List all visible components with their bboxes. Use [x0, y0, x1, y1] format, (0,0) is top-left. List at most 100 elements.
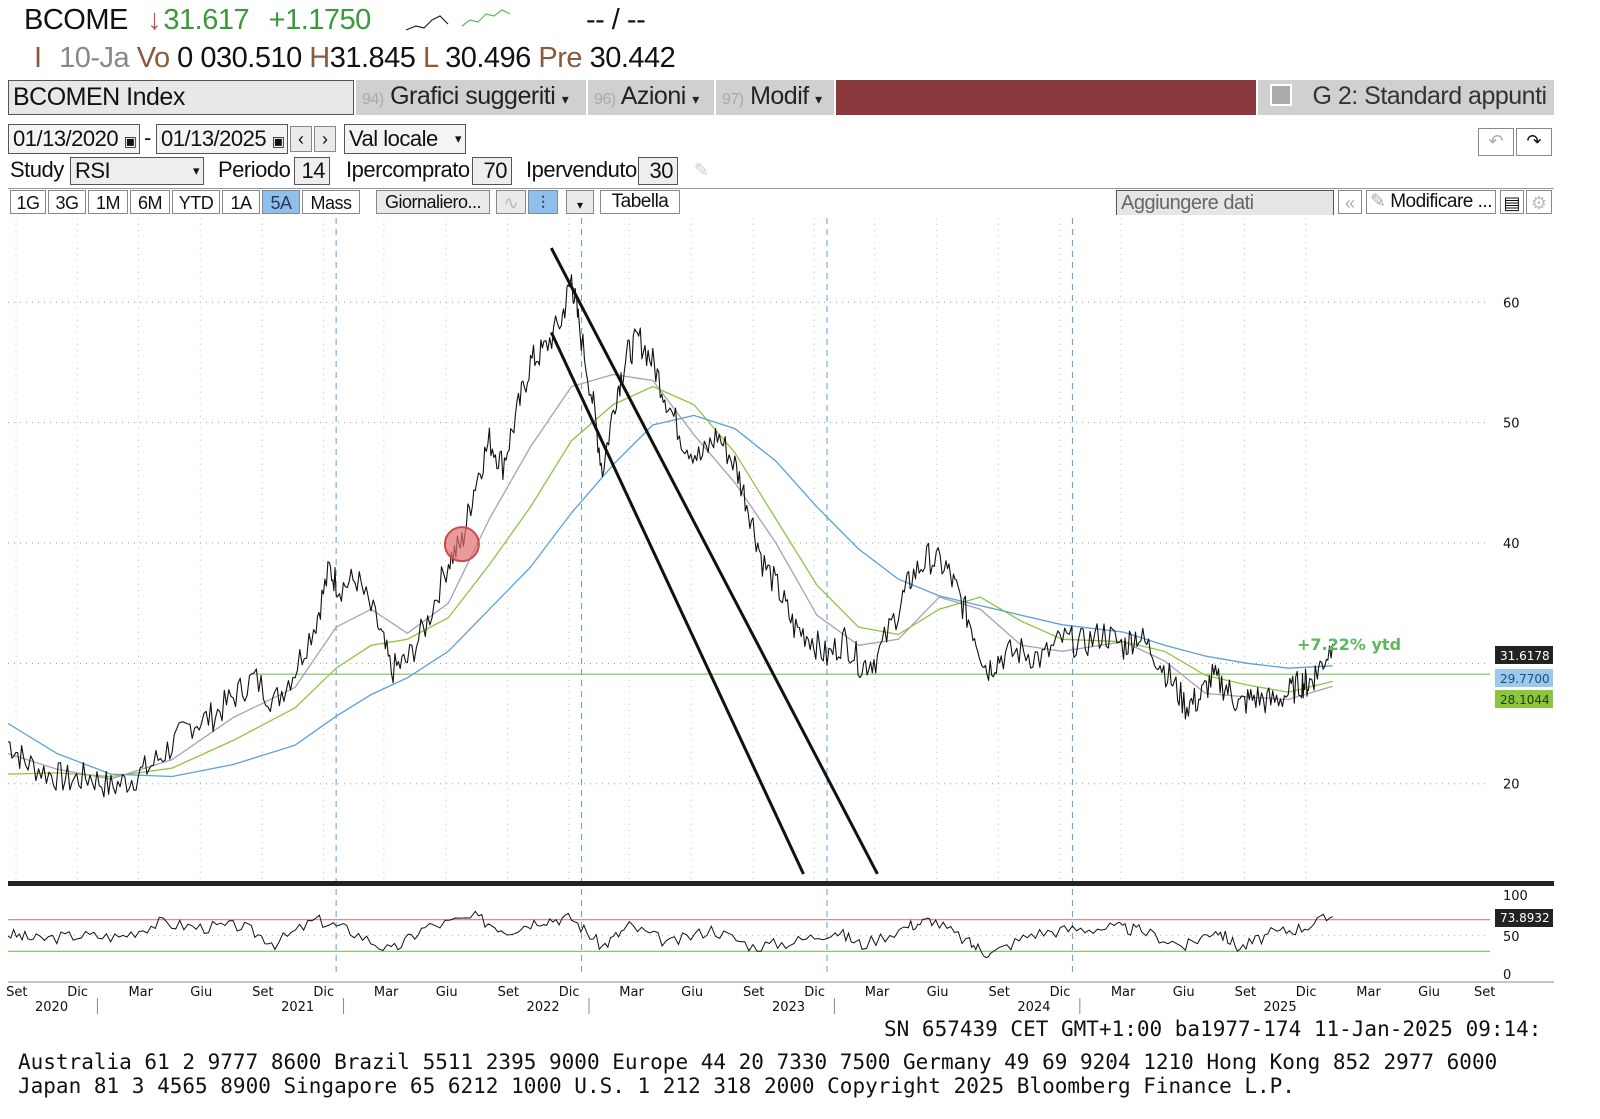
- low-label: L: [422, 42, 438, 74]
- ipercomprato-input[interactable]: 70: [472, 157, 512, 185]
- prev-period-button[interactable]: ‹: [290, 126, 312, 152]
- chart-options-icon: ▤: [1503, 193, 1521, 213]
- spark-text: -- / --: [585, 4, 646, 36]
- price-chart[interactable]: 20 40 50 60 +7.22% ytd 31.6178 29.7700 28.1044 1…: [0, 215, 1600, 1015]
- x-tick-label: Mar: [619, 985, 644, 1000]
- modificare-button[interactable]: ✎ Modificare ...: [1366, 190, 1496, 214]
- redo-button[interactable]: ↷: [1516, 128, 1552, 156]
- x-tick-label: Mar: [1356, 985, 1381, 1000]
- modificare-label: Modificare ...: [1390, 191, 1492, 212]
- grafici-menu[interactable]: 94) Grafici suggeriti ▾: [356, 80, 586, 115]
- x-tick-label: Dic: [313, 985, 334, 1000]
- chevron-right-icon: ›: [322, 129, 328, 149]
- standard-notes-button[interactable]: G 2: Standard appunti: [1258, 80, 1554, 115]
- last-value-tag: [1495, 646, 1553, 664]
- study-select[interactable]: RSI ▾: [70, 157, 204, 185]
- line-style-button[interactable]: ∿: [496, 190, 526, 214]
- add-data-input[interactable]: Aggiungere dati: [1116, 190, 1334, 216]
- x-tick-label: Set: [988, 985, 1009, 1000]
- bar-chart-icon: ⫶: [540, 193, 546, 213]
- chart-style-dropdown[interactable]: ▾: [566, 190, 594, 214]
- azioni-menu[interactable]: 96) Azioni ▾: [588, 80, 714, 115]
- trend-line: [549, 247, 879, 875]
- grafici-menu-number: 94): [362, 91, 384, 108]
- volume-label: Vo: [136, 42, 170, 74]
- ipervenduto-input[interactable]: 30: [638, 157, 678, 185]
- range-button-ytd[interactable]: YTD: [172, 190, 220, 214]
- x-tick-label: Set: [1235, 985, 1256, 1000]
- contact-line-2: Japan 81 3 4565 8900 Singapore 65 6212 1…: [18, 1074, 1295, 1098]
- low-value: 30.496: [445, 42, 531, 74]
- chevron-down-icon: ▾: [454, 131, 462, 146]
- periodo-input[interactable]: 14: [294, 157, 330, 185]
- x-year-label: 2025: [1264, 1000, 1297, 1015]
- ytd-annotation: +7.22% ytd: [1297, 635, 1401, 654]
- x-tick-label: Set: [1474, 985, 1495, 1000]
- range-button-mass[interactable]: Mass: [302, 190, 360, 214]
- range-button-6m[interactable]: 6M: [130, 190, 170, 214]
- highlight-marker: [443, 526, 480, 563]
- range-button-1m[interactable]: 1M: [88, 190, 128, 214]
- security-input[interactable]: BCOMEN Index: [8, 80, 354, 115]
- undo-button[interactable]: ↶: [1478, 128, 1514, 156]
- x-tick-label: Set: [743, 985, 764, 1000]
- date-to-value: 01/13/2025: [161, 126, 267, 151]
- rsi-tick-label: 0: [1503, 968, 1511, 983]
- range-button-1g[interactable]: 1G: [10, 190, 46, 214]
- chart-options-button[interactable]: ▤: [1500, 190, 1524, 214]
- x-tick-label: Giu: [1418, 985, 1440, 1000]
- bar-style-button[interactable]: ⫶: [528, 190, 558, 214]
- x-tick-label: Giu: [436, 985, 458, 1000]
- quote-line: BCOME ↓31.617 +1.1750 -- / --: [24, 4, 657, 37]
- security-input-value: BCOMEN Index: [13, 83, 185, 111]
- range-button-1a[interactable]: 1A: [222, 190, 260, 214]
- add-data-placeholder: Aggiungere dati: [1121, 192, 1254, 214]
- quote-date: 10-Ja: [59, 42, 130, 74]
- sparkline-icon: [406, 9, 511, 31]
- trend-line: [549, 331, 805, 875]
- last-value-tag-label: 28.1044: [1500, 693, 1550, 707]
- date-from-input[interactable]: 01/13/2020 ▣: [8, 124, 140, 154]
- x-tick-label: Mar: [128, 985, 153, 1000]
- ipervenduto-label: Ipervenduto: [526, 157, 637, 182]
- x-tick-label: Mar: [1111, 985, 1136, 1000]
- modif-menu-label: Modif: [750, 82, 809, 110]
- periodo-label: Periodo: [218, 157, 291, 182]
- series-price: [7, 274, 1334, 798]
- collapse-button[interactable]: «: [1338, 190, 1362, 214]
- azioni-menu-number: 96): [594, 91, 616, 108]
- rsi-tick-label: 50: [1503, 930, 1520, 945]
- tabella-button[interactable]: Tabella: [600, 190, 680, 214]
- volume-value: 0 0: [177, 42, 216, 74]
- date-to-input[interactable]: 01/13/2025 ▣: [156, 124, 288, 154]
- range-button-5a[interactable]: 5A: [262, 190, 300, 214]
- frequency-select[interactable]: Giornaliero...: [376, 190, 490, 214]
- rsi-last-tag-label: 73.8932: [1500, 911, 1550, 925]
- chart-area[interactable]: 20 40 50 60 +7.22% ytd 31.6178 29.7700 28.1044 1…: [0, 215, 1600, 1015]
- chevron-left-icon: ‹: [298, 129, 304, 149]
- date-separator: -: [144, 125, 151, 150]
- ticker: BCOME: [24, 4, 128, 36]
- modif-menu[interactable]: 97) Modif ▾: [716, 80, 834, 115]
- x-tick-label: Giu: [1173, 985, 1195, 1000]
- next-period-button[interactable]: ›: [314, 126, 336, 152]
- x-year-label: 2021: [281, 1000, 314, 1015]
- rsi-series: [7, 910, 1333, 959]
- x-tick-label: Giu: [190, 985, 212, 1000]
- currency-select[interactable]: Val locale ▾: [344, 124, 466, 154]
- contact-line-1: Australia 61 2 9777 8600 Brazil 5511 239…: [18, 1050, 1498, 1074]
- pencil-icon[interactable]: ✎: [694, 160, 710, 180]
- x-year-label: 2023: [772, 1000, 805, 1015]
- chart-background: [0, 215, 1600, 1015]
- settings-button[interactable]: ⚙: [1526, 190, 1552, 214]
- prev-label: Pre: [538, 42, 583, 74]
- series-moving-average-mid: [7, 385, 1333, 778]
- double-chevron-left-icon: «: [1344, 193, 1355, 213]
- last-value-tag: [1495, 669, 1553, 687]
- range-button-3g[interactable]: 3G: [48, 190, 86, 214]
- session-info: SN 657439 CET GMT+1:00 ba1977-174 11-Jan…: [884, 1017, 1542, 1041]
- panel-separator: [8, 881, 1554, 886]
- last-value-tag-label: 31.6178: [1500, 649, 1550, 663]
- x-tick-label: Mar: [374, 985, 399, 1000]
- quote-detail-line: I 10-Ja Vo 0 030.510 H31.845 L 30.496 Pr…: [34, 42, 676, 75]
